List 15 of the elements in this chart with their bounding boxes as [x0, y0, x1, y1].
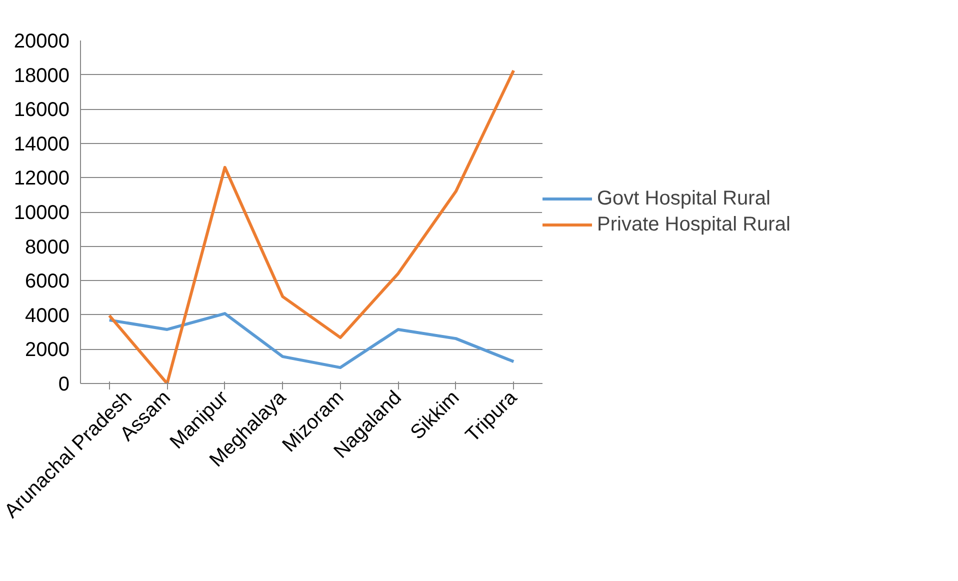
legend-label: Govt Hospital Rural [597, 187, 770, 210]
y-tick-label: 14000 [14, 133, 70, 156]
y-tick-label: 4000 [25, 304, 70, 327]
y-tick-label: 18000 [14, 64, 70, 87]
y-tick-label: 12000 [14, 168, 70, 190]
y-tick-label: 0 [58, 374, 70, 396]
legend-label: Private Hospital Rural [597, 213, 790, 236]
y-tick-label: 10000 [14, 202, 70, 224]
y-tick-label: 16000 [14, 99, 70, 122]
line-series [108, 69, 516, 384]
y-tick-label: 8000 [25, 236, 70, 258]
y-tick-label: 2000 [25, 339, 70, 362]
y-tick-label: 20000 [14, 30, 70, 52]
line-series [108, 312, 516, 370]
y-tick-label: 6000 [25, 270, 70, 293]
